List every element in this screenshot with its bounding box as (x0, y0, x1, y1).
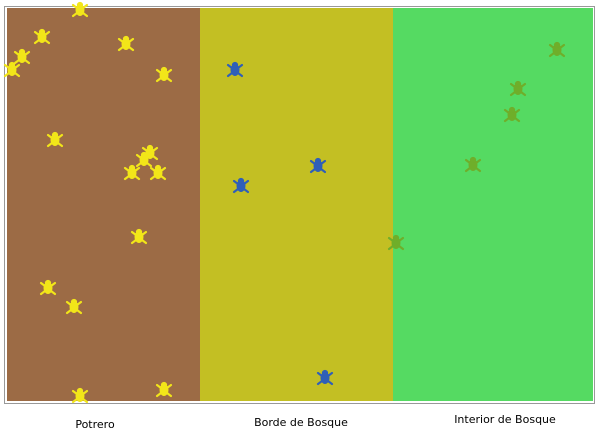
zone-interior (393, 8, 593, 401)
zone-label: Interior de Bosque (454, 413, 556, 426)
zone-label: Potrero (75, 418, 115, 431)
zone-potrero (7, 8, 200, 401)
zone-label: Borde de Bosque (254, 416, 348, 429)
